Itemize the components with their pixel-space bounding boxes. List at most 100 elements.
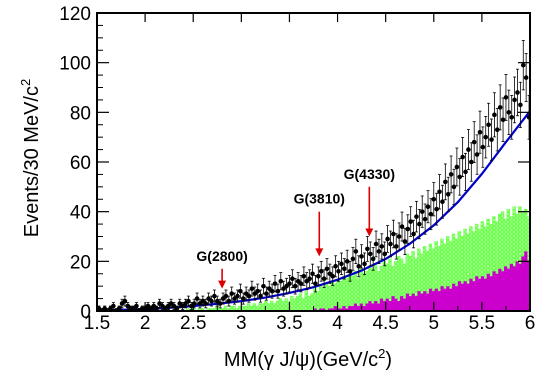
data-point [402,227,408,256]
magenta-hist-bin [515,261,519,311]
data-point [463,152,468,191]
green-hist-bin [252,303,257,311]
magenta-hist-bin [327,308,332,311]
data-point [362,252,367,276]
green-hist-bin [290,295,294,311]
data-point [431,182,437,217]
magenta-hist-bin [385,298,389,311]
data-point [440,184,445,219]
data-point [292,277,298,295]
x-tick-label: 3 [236,313,247,334]
data-point [445,176,451,212]
data-point [414,200,419,233]
green-hist-bin [267,303,271,311]
green-hist-bin [347,273,352,311]
data-point [336,260,341,282]
data-point [272,275,278,293]
data-point [365,236,370,262]
magenta-hist-bin [371,303,375,311]
green-hist-bin [301,298,306,311]
y-axis-label: Events/30 MeV/c2 [18,79,43,237]
data-point [376,238,382,264]
magenta-hist-bin [509,263,513,311]
green-hist-bin [269,300,274,311]
data-point [523,53,529,103]
x-tick-label: 2 [140,313,151,334]
magenta-hist-bin [478,278,482,311]
magenta-hist-bin [394,298,398,311]
data-point [111,302,116,310]
data-point [471,121,477,164]
data-point [301,266,307,286]
x-tick-label: 4 [332,313,343,334]
data-point [385,225,390,253]
data-point [344,249,350,273]
x-tick-label: 5 [428,313,439,334]
magenta-hist-bin [469,278,473,311]
data-point [347,260,353,282]
magenta-hist-bin [486,273,490,311]
magenta-hist-bin [414,296,418,311]
magenta-hist-bin [351,306,355,311]
data-point [509,94,515,140]
green-hist-bin [284,298,288,311]
data-point [295,272,301,291]
x-tick-label: 3.5 [276,313,302,334]
magenta-hist-bin [365,303,369,311]
green-hist-bin [278,298,282,311]
data-point [425,190,431,224]
data-point [382,241,388,267]
green-hist-bin [246,303,251,311]
magenta-hist-bin [400,296,404,311]
magenta-hist-bin [405,293,410,311]
data-point [229,286,235,301]
data-point [492,92,497,138]
magenta-hist-bin [411,293,415,311]
data-point [235,289,240,303]
data-point [457,158,463,196]
magenta-hist-bin [498,268,502,311]
magenta-hist-bin [423,291,427,311]
data-point [255,283,260,299]
magenta-hist-bin [431,291,436,311]
data-point [350,247,356,271]
magenta-hist-bin [330,308,335,311]
magenta-hist-bin [443,288,447,311]
magenta-histogram-top [313,251,530,311]
magenta-hist-bin [391,296,395,311]
magenta-hist-bin [524,251,528,311]
data-point [223,289,229,303]
magenta-hist-bin [342,306,346,311]
magenta-hist-bin [501,271,505,311]
magenta-hist-bin [377,303,381,311]
magenta-hist-bin [428,288,433,311]
magenta-hist-bin [512,266,516,311]
data-point [391,219,396,249]
data-point [454,147,460,187]
magenta-hist-bin [420,293,424,311]
data-point [497,84,503,131]
magenta-hist-bin [362,306,366,311]
magenta-hist-bin [397,301,401,311]
data-point [324,258,330,280]
y-tick-label: 0 [80,302,91,323]
green-hist-bin [304,290,308,311]
magenta-hist-bin [417,291,421,311]
green-hist-bin [295,295,300,311]
data-point [411,219,416,249]
y-tick-label: 100 [59,54,91,75]
data-point [417,208,422,240]
y-axis-label-superscript: 2 [18,79,33,86]
data-points [97,40,530,311]
annotation-label: G(2800) [196,248,247,264]
data-point [428,198,434,231]
data-point [448,155,454,194]
data-point [379,233,385,260]
x-axis-label-tail: ) [385,349,392,371]
magenta-hist-bin [408,296,412,311]
data-point [188,302,194,310]
green-hist-bin [307,295,311,311]
data-point [238,283,243,299]
annotation-arrow: G(4330) [344,166,395,237]
